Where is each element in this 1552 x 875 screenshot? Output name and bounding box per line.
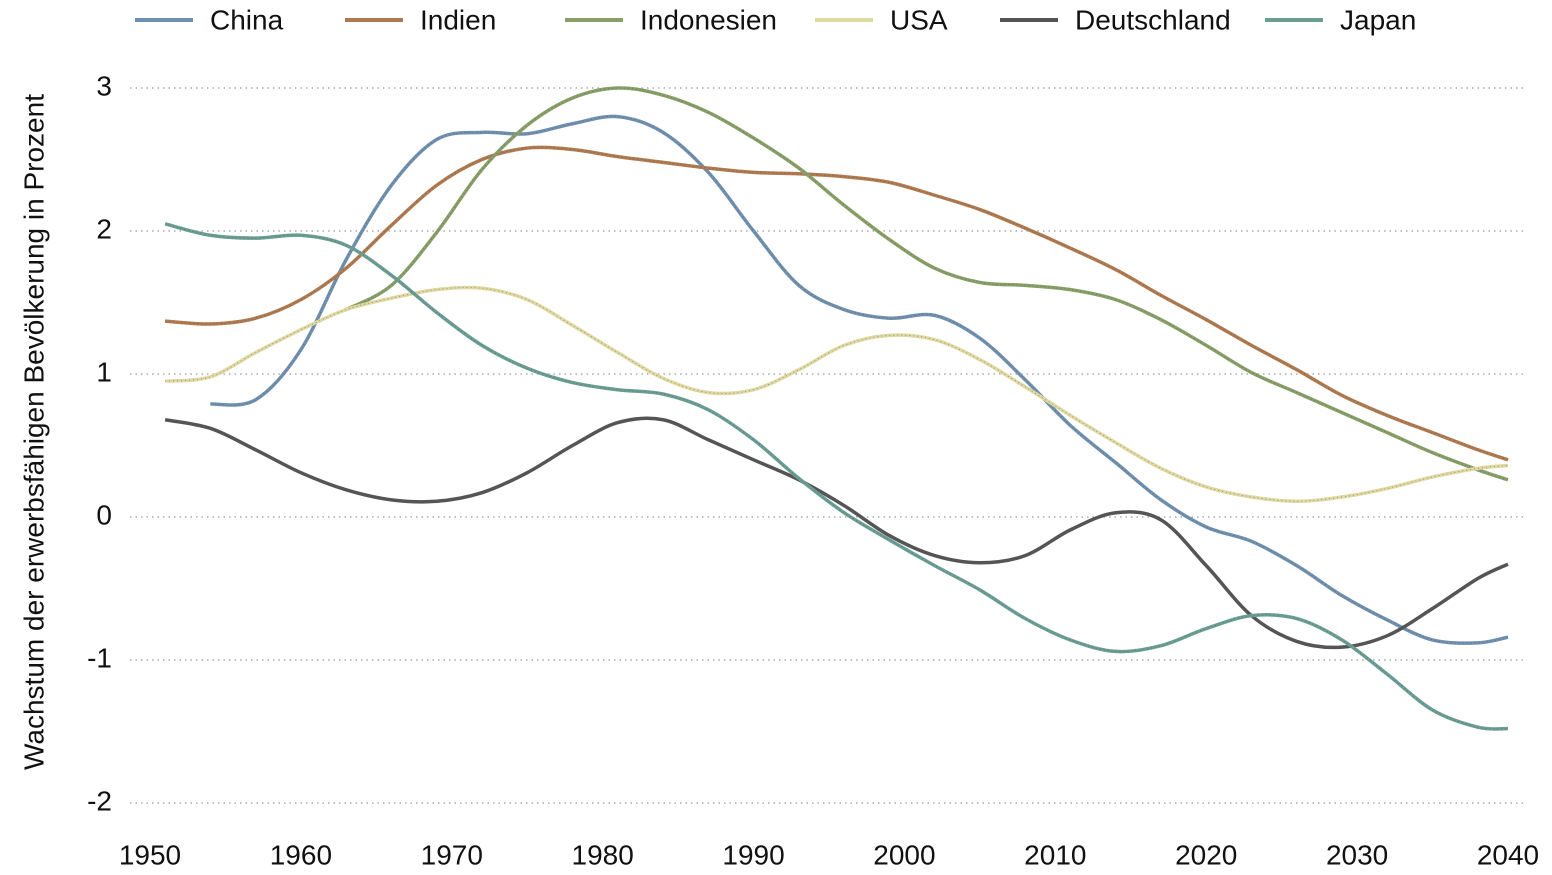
legend-label: Indonesien [640,4,777,35]
series-line-dots [210,115,1509,644]
y-tick-label: 0 [96,499,112,530]
series-line-dots [165,286,1509,502]
x-tick-label: 1970 [421,839,483,870]
x-tick-label: 1960 [270,839,332,870]
series-line [164,145,1509,462]
y-tick-label: -2 [87,785,112,816]
x-tick-label: 2020 [1175,839,1237,870]
series-line [345,86,1509,482]
series-line [164,416,1509,650]
x-tick-label: 1990 [722,839,784,870]
series-line-dots [164,417,1509,648]
x-tick-label: 2030 [1326,839,1388,870]
legend-label: Deutschland [1075,4,1231,35]
legend-label: Japan [1340,4,1416,35]
x-tick-label: 1950 [119,839,181,870]
x-tick-label: 2000 [873,839,935,870]
y-axis-label: Wachstum der erwerbsfähigen Bevölkerung … [18,94,49,770]
y-tick-label: 3 [96,70,112,101]
y-tick-label: 1 [96,356,112,387]
x-tick-label: 2040 [1477,839,1539,870]
x-tick-label: 2010 [1024,839,1086,870]
series-line [164,222,1509,731]
legend-label: China [210,4,284,35]
series-line-dots [345,87,1509,481]
x-tick-label: 1980 [572,839,634,870]
y-tick-label: -1 [87,642,112,673]
y-tick-label: 2 [96,213,112,244]
legend-label: USA [890,4,948,35]
series-line [164,285,1509,504]
legend-label: Indien [420,4,496,35]
